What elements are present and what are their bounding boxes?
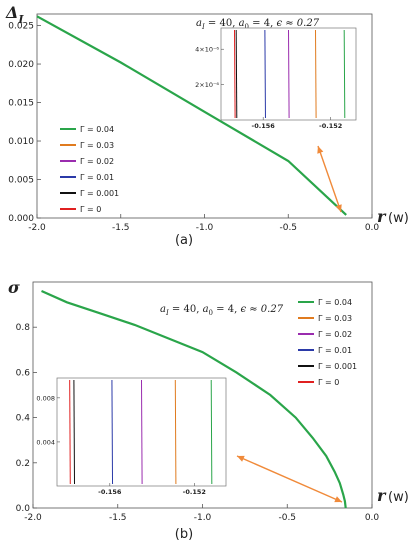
x-axis-title-b: r [377, 486, 387, 505]
x-tick-label: -2.0 [24, 513, 42, 523]
inset-x-tick-label: -0.156 [98, 488, 122, 496]
y-tick-label: 0.000 [8, 214, 34, 224]
inset-line [174, 379, 177, 485]
legend-label: Γ = 0.03 [80, 141, 114, 150]
legend-label: Γ = 0.001 [318, 362, 357, 371]
legend-label: Γ = 0.001 [80, 189, 119, 198]
y-tick-label: 0.010 [8, 137, 34, 147]
x-tick-label: -0.5 [278, 513, 296, 523]
axis-ticks-a: -2.0 -1.5 -1.0 -0.5 0.0 0.000 0.005 0.010 0.015 0… [8, 22, 379, 233]
arrow-head [334, 496, 342, 503]
legend-label: Γ = 0.02 [318, 330, 352, 339]
main-curve-b [41, 289, 347, 509]
x-tick-label: -2.0 [28, 223, 46, 233]
inset-line [315, 29, 317, 119]
inset-line [73, 379, 75, 485]
inset-x-tick-label: -0.152 [183, 488, 206, 496]
x-axis-suffix-b: (w) [388, 490, 408, 505]
x-tick-label: 0.0 [365, 513, 380, 523]
y-axis-title-a: ΔI [5, 3, 24, 26]
legend-a: Γ = 0.04 Γ = 0.03 Γ = 0.02 Γ = 0.01 Γ = 0.00… [60, 125, 119, 214]
x-axis-suffix-a: (w) [388, 211, 408, 226]
y-tick-label: 0.8 [16, 323, 31, 333]
inset-x-tick-label: -0.152 [319, 122, 342, 130]
inset-line [210, 379, 213, 485]
y-tick-label: 0.6 [16, 368, 31, 378]
arrow-head [317, 146, 324, 154]
legend-label: Γ = 0.02 [80, 157, 114, 166]
legend-label: Γ = 0.03 [318, 314, 352, 323]
inset-line [343, 29, 346, 119]
x-tick-label: -0.5 [279, 223, 297, 233]
y-tick-label: 0.0 [16, 504, 31, 514]
x-tick-label: -1.0 [194, 513, 212, 523]
arrow-a [317, 145, 342, 213]
chart-panel-a: -2.0 -1.5 -1.0 -0.5 0.0 0.000 0.005 0.010 0.015 0… [5, 3, 408, 248]
inset-b: -0.156 -0.152 0.004 0.008 [36, 377, 227, 496]
y-axis-title-b: σ [8, 278, 20, 297]
x-tick-label: 0.0 [365, 223, 380, 233]
y-tick-label: 0.015 [8, 99, 34, 109]
arrow-shaft [236, 455, 343, 503]
chart-panel-b: -2.0 -1.5 -1.0 -0.5 0.0 0.0 0.2 0.4 0.6 0.8 σ r (… [8, 278, 408, 542]
y-tick-label: 0.4 [16, 414, 31, 424]
y-tick-label: 0.005 [8, 176, 34, 186]
x-tick-label: -1.5 [112, 223, 130, 233]
arrow-shaft [317, 145, 342, 213]
inset-line [111, 379, 114, 485]
params-label-b: aI = 40, a0 = 4, ϵ ≈ 0.27 [160, 304, 284, 317]
inset-y-tick-label: 2×10⁻⁶ [195, 81, 219, 89]
legend-label: Γ = 0.04 [318, 298, 352, 307]
x-tick-label: -1.5 [109, 513, 127, 523]
inset-line [141, 379, 143, 485]
legend-label: Γ = 0.01 [318, 346, 352, 355]
legend-label: Γ = 0 [80, 205, 101, 214]
arrow-head [335, 204, 342, 212]
x-axis-title-a: r [377, 207, 387, 226]
arrow-head [237, 455, 245, 462]
legend-label: Γ = 0.04 [80, 125, 114, 134]
inset-y-tick-label: 0.004 [36, 438, 55, 446]
inset-line [234, 29, 236, 119]
inset-x-tick-label: -0.156 [252, 122, 276, 130]
y-tick-label: 0.2 [16, 459, 30, 469]
legend-label: Γ = 0.01 [80, 173, 114, 182]
axis-ticks-b: -2.0 -1.5 -1.0 -0.5 0.0 0.0 0.2 0.4 0.6 0.8 [16, 323, 380, 523]
inset-a: -0.156 -0.152 2×10⁻⁶ 4×10⁻⁶ [195, 27, 357, 130]
arrow-b [236, 455, 343, 503]
legend-b: Γ = 0.04 Γ = 0.03 Γ = 0.02 Γ = 0.01 Γ = 0.00… [298, 298, 357, 387]
params-label-a: aI = 40, a0 = 4, ϵ ≈ 0.27 [196, 18, 320, 31]
inset-line [235, 29, 238, 119]
inset-y-tick-label: 4×10⁻⁶ [195, 46, 219, 54]
panel-label-b: (b) [175, 527, 193, 542]
main-curve-a [36, 15, 347, 216]
y-tick-label: 0.025 [8, 22, 34, 32]
inset-y-tick-label: 0.008 [36, 394, 55, 402]
panel-label-a: (a) [175, 233, 193, 248]
inset-line [264, 29, 266, 119]
inset-line [288, 29, 290, 119]
x-tick-label: -1.0 [196, 223, 214, 233]
inset-line [69, 379, 71, 485]
y-tick-label: 0.020 [8, 60, 34, 70]
legend-label: Γ = 0 [318, 378, 339, 387]
